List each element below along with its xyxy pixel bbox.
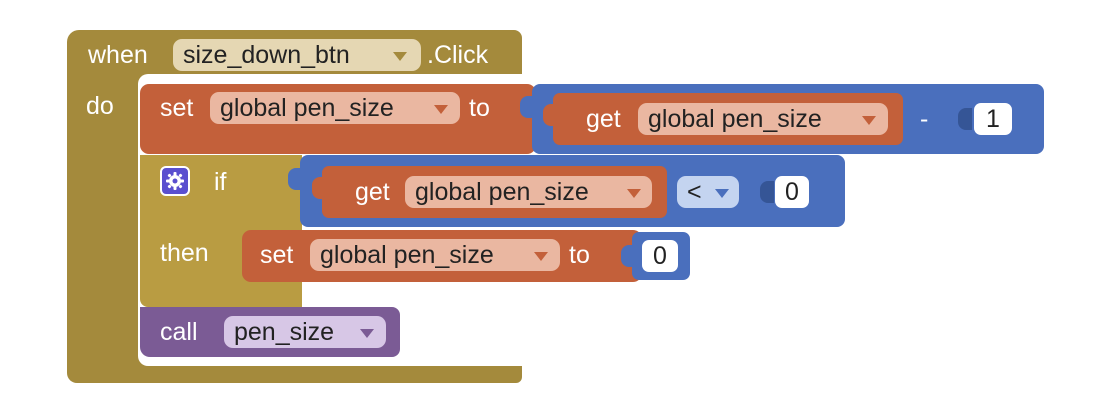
get-label-2: get <box>355 178 390 206</box>
to-label-1: to <box>469 94 490 122</box>
procedure-dropdown[interactable]: pen_size <box>224 316 386 348</box>
component-dropdown[interactable]: size_down_btn <box>173 39 421 71</box>
variable-name-set-1: global pen_size <box>220 94 394 122</box>
compare-operator: < <box>687 178 702 206</box>
number-field-1[interactable]: 1 <box>974 103 1012 135</box>
minus-operator: - <box>920 105 929 133</box>
variable-name-set-2: global pen_size <box>320 241 494 269</box>
variable-dropdown-set-1[interactable]: global pen_size <box>210 92 460 124</box>
output-tab <box>621 245 635 267</box>
if-label: if <box>214 168 227 196</box>
variable-name-get-1: global pen_size <box>648 105 822 133</box>
set-label-1: set <box>160 94 194 122</box>
then-label: then <box>160 239 209 267</box>
chevron-down-icon <box>862 116 876 125</box>
chevron-down-icon <box>434 105 448 114</box>
do-label: do <box>86 92 114 120</box>
to-label-2: to <box>569 241 590 269</box>
output-tab <box>520 96 534 118</box>
variable-dropdown-get-2[interactable]: global pen_size <box>405 176 652 208</box>
get-label-1: get <box>586 105 621 133</box>
set-label-2: set <box>260 241 294 269</box>
procedure-name: pen_size <box>234 318 335 346</box>
chevron-down-icon <box>627 189 641 198</box>
chevron-down-icon <box>393 52 407 61</box>
variable-name-get-2: global pen_size <box>415 178 589 206</box>
when-label: when <box>88 41 148 69</box>
variable-dropdown-set-2[interactable]: global pen_size <box>310 239 560 271</box>
event-name-label: .Click <box>427 41 489 69</box>
input-tab <box>958 108 972 130</box>
chevron-down-icon <box>534 252 548 261</box>
output-tab <box>288 168 302 190</box>
call-label: call <box>160 318 198 346</box>
number-field-3[interactable]: 0 <box>642 240 678 272</box>
chevron-down-icon <box>360 329 374 338</box>
gear-icon[interactable] <box>160 166 190 196</box>
output-tab <box>312 177 326 199</box>
operator-dropdown[interactable]: < <box>677 176 739 208</box>
input-tab <box>760 181 774 203</box>
component-name: size_down_btn <box>183 41 350 69</box>
output-tab <box>543 104 557 126</box>
chevron-down-icon <box>715 189 729 198</box>
number-field-2[interactable]: 0 <box>775 176 809 208</box>
variable-dropdown-get-1[interactable]: global pen_size <box>638 103 888 135</box>
